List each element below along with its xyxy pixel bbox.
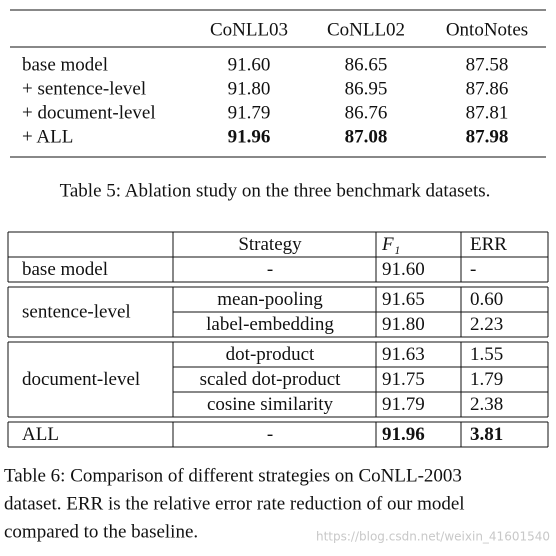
group-label: sentence-level (22, 301, 131, 322)
cell: 91.79 (228, 102, 271, 123)
cell: 91.75 (382, 369, 425, 390)
caption: dataset. ERR is the relative error rate … (4, 493, 465, 514)
row-label: + sentence-level (22, 78, 146, 99)
cell: 1.55 (470, 344, 503, 365)
caption: compared to the baseline. (4, 521, 198, 542)
cell: 91.96 (382, 424, 425, 445)
column-header: F₁ (381, 234, 400, 255)
cell: 2.38 (470, 394, 503, 415)
cell: 86.95 (345, 78, 388, 99)
cell: - (470, 259, 476, 280)
column-header: CoNLL02 (327, 19, 405, 40)
column-header: CoNLL03 (210, 19, 288, 40)
group-label: base model (22, 259, 108, 280)
cell: 91.60 (228, 54, 271, 75)
cell: 87.58 (466, 54, 509, 75)
cell: 86.65 (345, 54, 388, 75)
group-label: document-level (22, 369, 140, 390)
cell: 87.86 (466, 78, 509, 99)
cell: 86.76 (345, 102, 388, 123)
cell: 91.63 (382, 344, 425, 365)
cell: 91.60 (382, 259, 425, 280)
cell: 1.79 (470, 369, 503, 390)
cell: 87.08 (345, 126, 388, 147)
cell: label-embedding (206, 314, 334, 335)
column-header: Strategy (238, 234, 302, 255)
cell: 91.65 (382, 289, 425, 310)
watermark: https://blog.csdn.net/weixin_41601540 (316, 530, 550, 544)
cell: - (267, 259, 273, 280)
cell: 91.80 (382, 314, 425, 335)
cell: 2.23 (470, 314, 503, 335)
column-header: OntoNotes (446, 19, 528, 40)
row-label: + ALL (22, 126, 73, 147)
cell: 87.81 (466, 102, 509, 123)
cell: 91.96 (228, 126, 271, 147)
cell: 91.79 (382, 394, 425, 415)
row-label: base model (22, 54, 108, 75)
cell: dot-product (226, 344, 315, 365)
cell: 0.60 (470, 289, 503, 310)
caption: Table 5: Ablation study on the three ben… (60, 180, 491, 201)
cell: cosine similarity (207, 394, 334, 415)
column-header: ERR (470, 234, 507, 255)
cell: scaled dot-product (200, 369, 342, 390)
row-label: + document-level (22, 102, 156, 123)
cell: - (267, 424, 273, 445)
cell: 87.98 (466, 126, 509, 147)
cell: mean-pooling (217, 289, 323, 310)
caption: Table 6: Comparison of different strateg… (4, 465, 462, 486)
cell: 3.81 (470, 424, 503, 445)
cell: 91.80 (228, 78, 271, 99)
group-label: ALL (22, 424, 59, 445)
